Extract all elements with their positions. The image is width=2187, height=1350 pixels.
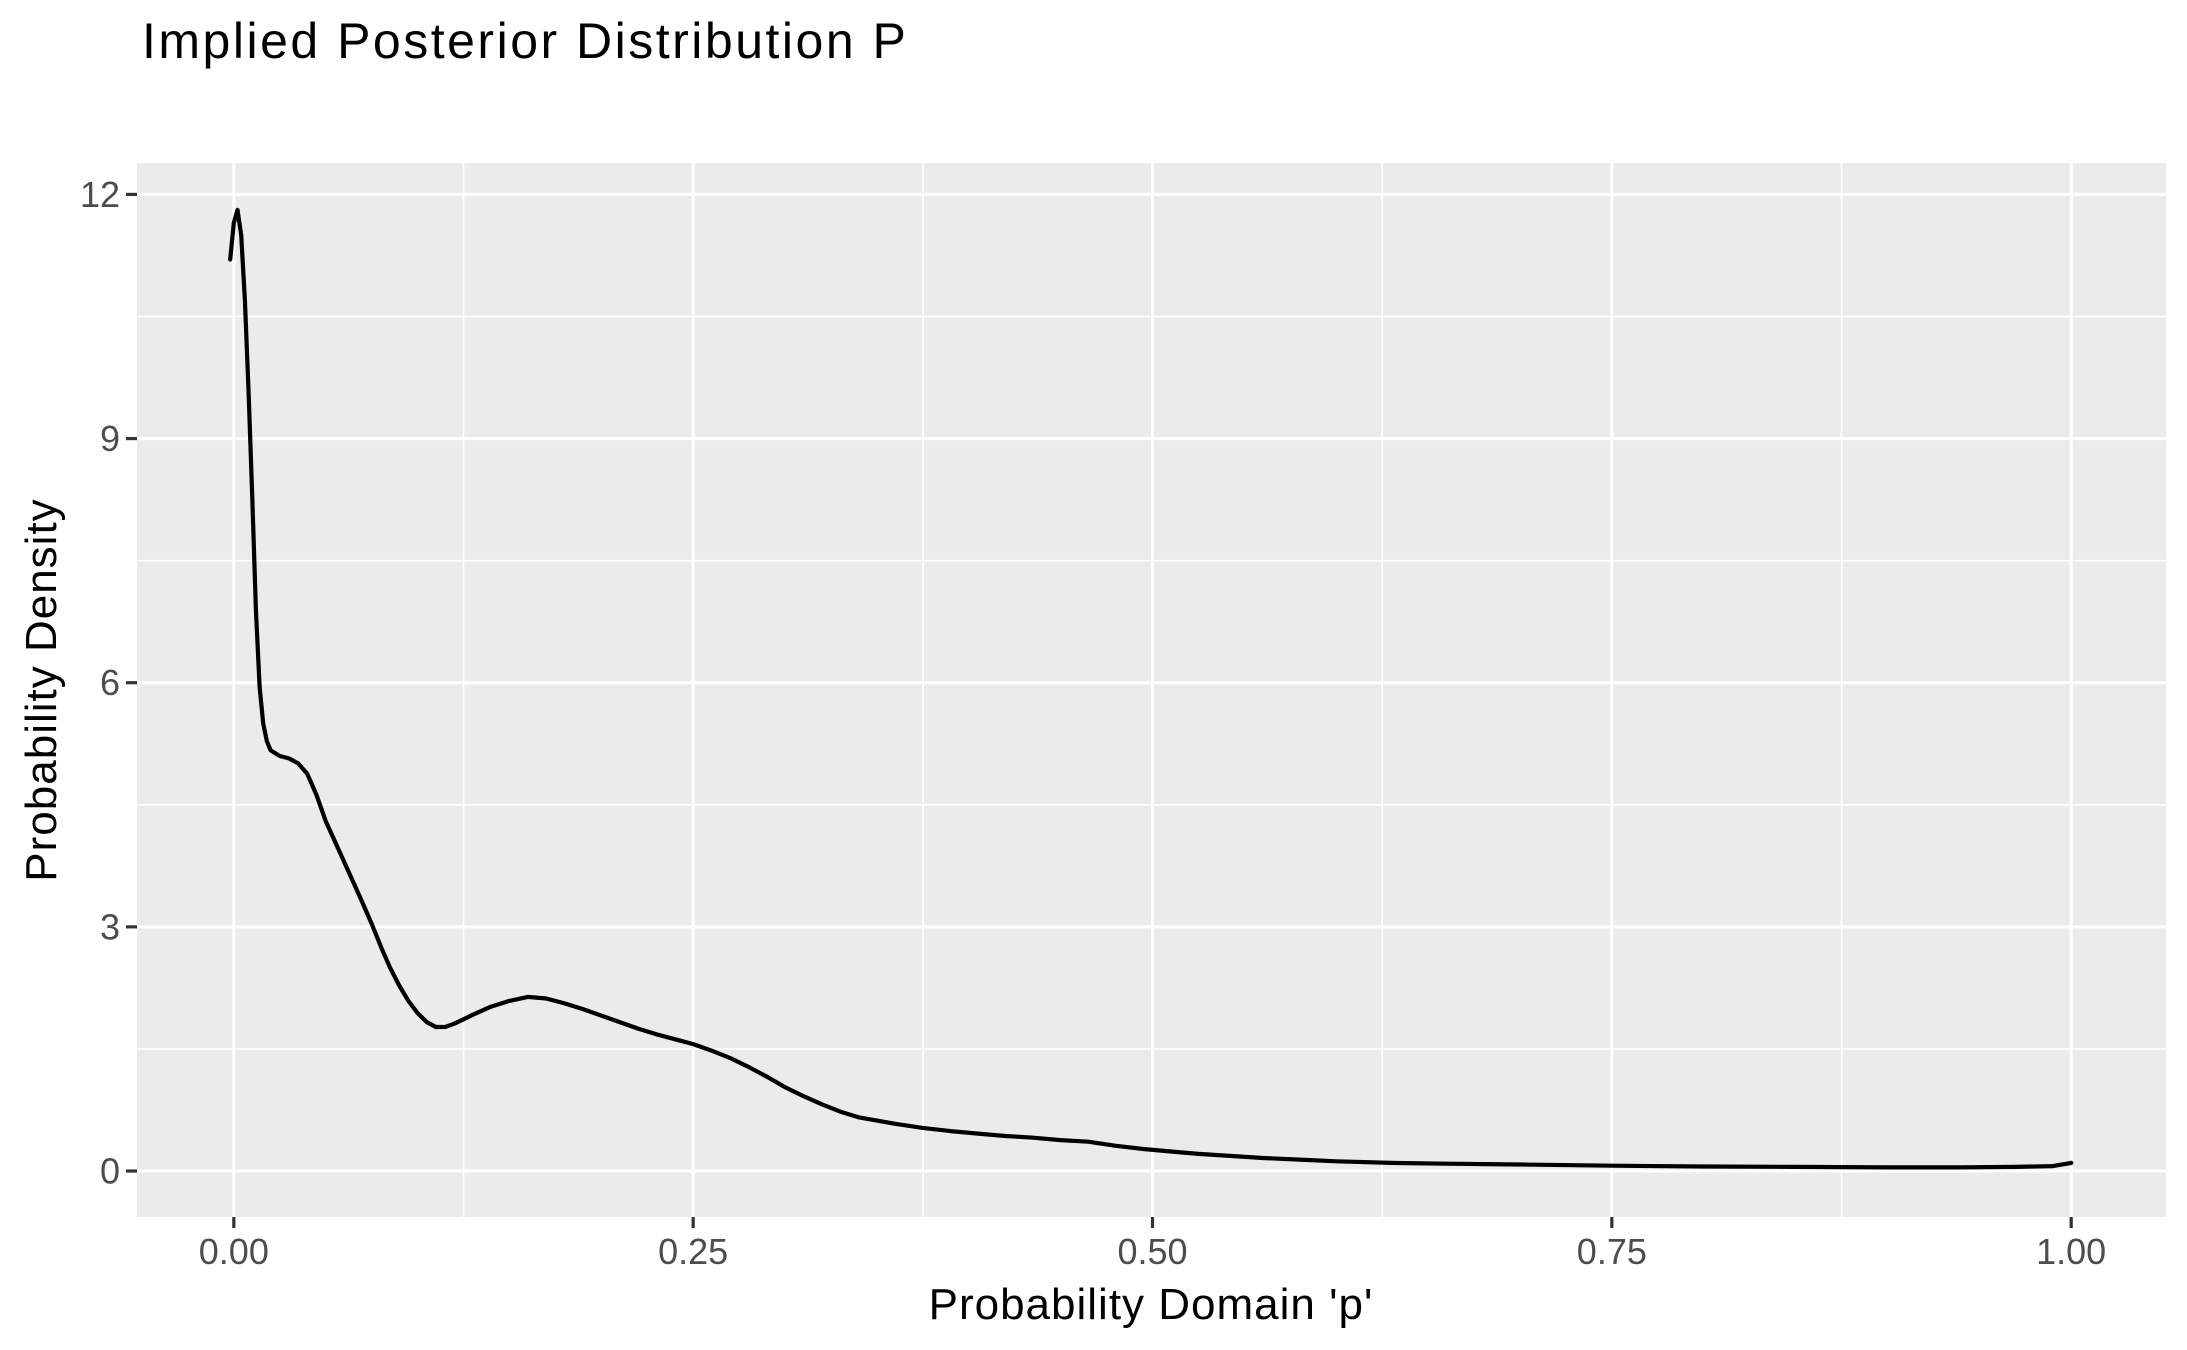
y-axis-title: Probability Density	[17, 498, 66, 882]
x-tick-label: 0.50	[1117, 1231, 1187, 1272]
x-tick-label: 0.75	[1577, 1231, 1647, 1272]
x-tick-label: 0.00	[199, 1231, 269, 1272]
posterior-density-curve	[228, 207, 2074, 1170]
y-tick-label: 12	[80, 174, 120, 215]
y-tick-label: 6	[100, 662, 120, 703]
y-tick-label: 9	[100, 418, 120, 459]
y-tick-label: 0	[100, 1151, 120, 1192]
plot-title: Implied Posterior Distribution P	[142, 13, 909, 69]
x-tick-label: 1.00	[2036, 1231, 2106, 1272]
y-tick-label: 3	[100, 906, 120, 947]
x-axis-title: Probability Domain 'p'	[928, 1280, 1374, 1329]
x-tick-label: 0.25	[658, 1231, 728, 1272]
